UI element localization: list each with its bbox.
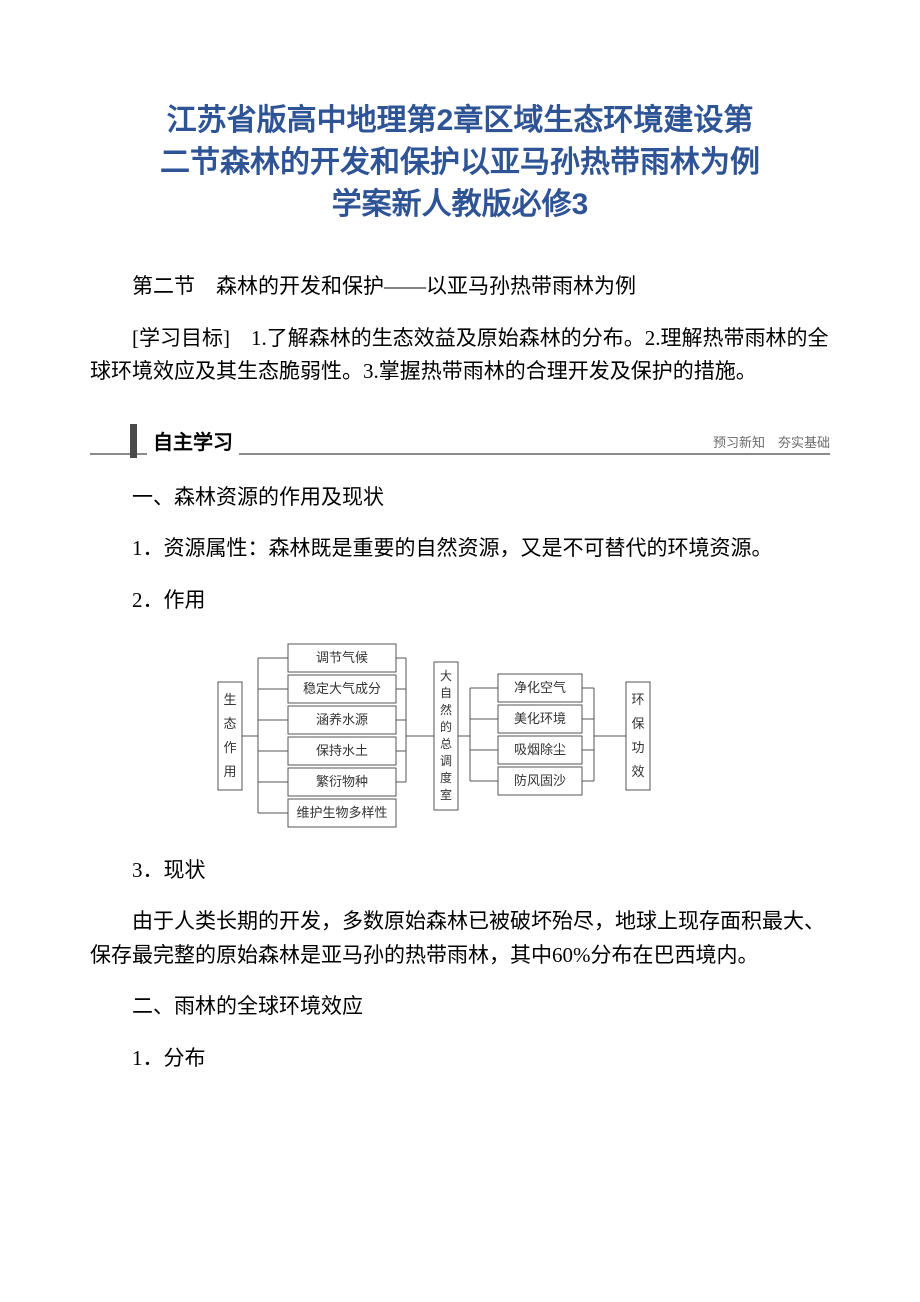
diagram-svg: 生态作用 调节气候稳定大气成分涵养水源保持水土繁衍物种维护生物多样性 大自然的总调度… [210, 636, 690, 836]
section1-p4: 由于人类长期的开发，多数原始森林已被破坏殆尽，地球上现存面积最大、保存最完整的原… [90, 905, 830, 972]
banner-left-block: 自主学习 [130, 423, 239, 459]
svg-text:的: 的 [440, 719, 452, 734]
banner-left-text: 自主学习 [147, 426, 239, 455]
svg-text:作: 作 [223, 740, 236, 755]
section2-p1: 1．分布 [90, 1042, 830, 1076]
svg-text:涵养水源: 涵养水源 [316, 712, 368, 727]
svg-text:环: 环 [631, 692, 644, 707]
svg-text:保持水土: 保持水土 [316, 743, 368, 758]
svg-text:总: 总 [440, 737, 452, 751]
svg-text:态: 态 [223, 716, 236, 731]
subtitle: 第二节 森林的开发和保护——以亚马孙热带雨林为例 [90, 270, 830, 304]
svg-text:功: 功 [631, 740, 644, 755]
svg-text:大: 大 [440, 669, 452, 683]
ecology-diagram: 生态作用 调节气候稳定大气成分涵养水源保持水土繁衍物种维护生物多样性 大自然的总调度… [210, 636, 830, 836]
section2-heading: 二、雨林的全球环境效应 [90, 990, 830, 1024]
title-line-2: 二节森林的开发和保护以亚马孙热带雨林为例 [160, 146, 760, 179]
document-title: 江苏省版高中地理第2章区域生态环境建设第 二节森林的开发和保护以亚马孙热带雨林为… [90, 100, 830, 226]
svg-text:吸烟除尘: 吸烟除尘 [514, 742, 566, 757]
svg-text:维护生物多样性: 维护生物多样性 [296, 805, 387, 820]
svg-text:调: 调 [440, 754, 452, 768]
svg-text:防风固沙: 防风固沙 [514, 773, 566, 788]
svg-text:净化空气: 净化空气 [514, 680, 566, 695]
section1-p2: 2．作用 [90, 584, 830, 618]
objectives-paragraph: [学习目标] 1.了解森林的生态效益及原始森林的分布。2.理解热带雨林的全球环境… [90, 322, 830, 389]
svg-text:繁衍物种: 繁衍物种 [316, 774, 368, 789]
section-banner: 自主学习 预习新知 夯实基础 [90, 417, 830, 459]
title-line-3: 学案新人教版必修3 [332, 188, 589, 221]
svg-text:美化环境: 美化环境 [514, 711, 566, 726]
section1-heading: 一、森林资源的作用及现状 [90, 481, 830, 515]
banner-bar-icon [130, 424, 137, 458]
svg-text:度: 度 [440, 770, 452, 785]
svg-text:效: 效 [631, 764, 644, 779]
banner-right-text: 预习新知 夯实基础 [705, 432, 830, 451]
svg-text:然: 然 [440, 702, 452, 717]
section1-p3: 3．现状 [90, 854, 830, 888]
section1-p1: 1．资源属性：森林既是重要的自然资源，又是不可替代的环境资源。 [90, 532, 830, 566]
svg-text:稳定大气成分: 稳定大气成分 [303, 681, 381, 696]
svg-text:保: 保 [631, 716, 644, 731]
svg-text:自: 自 [440, 686, 452, 700]
svg-text:用: 用 [223, 764, 236, 779]
svg-text:室: 室 [440, 787, 452, 802]
svg-text:调节气候: 调节气候 [316, 650, 368, 665]
svg-text:生: 生 [223, 692, 236, 707]
title-line-1: 江苏省版高中地理第2章区域生态环境建设第 [167, 104, 754, 137]
